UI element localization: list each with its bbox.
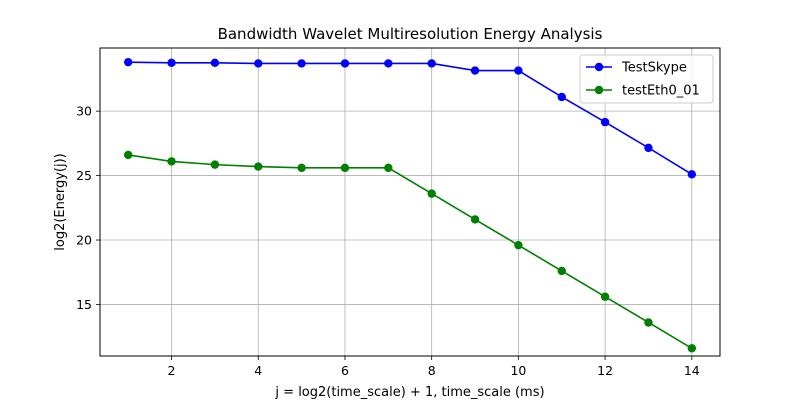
y-tick-label: 30: [76, 104, 92, 119]
data-point: [687, 344, 697, 353]
series-group: [123, 57, 697, 353]
data-point: [297, 59, 306, 68]
legend: TestSkype testEth0_01: [579, 54, 714, 104]
data-point: [384, 59, 393, 68]
data-point: [514, 66, 523, 75]
data-point: [644, 143, 653, 153]
legend-label: TestSkype: [621, 61, 687, 76]
y-axis-label: log2(Energy(j)): [53, 153, 68, 251]
x-tick-label: 8: [428, 363, 436, 378]
data-point: [427, 189, 436, 198]
series-line: [128, 61, 693, 175]
data-point: [384, 163, 393, 173]
data-point: [470, 66, 480, 75]
data-point: [123, 57, 133, 67]
y-tick-label: 25: [76, 168, 92, 183]
data-point: [254, 59, 263, 68]
x-tick-label: 12: [597, 363, 613, 378]
data-point: [167, 58, 176, 68]
legend-item: TestSkype: [586, 61, 687, 76]
data-point: [557, 92, 566, 102]
data-point: [427, 59, 436, 68]
data-point: [687, 170, 697, 179]
y-tick-label: 15: [76, 297, 92, 312]
data-point: [600, 117, 610, 127]
legend-marker: [594, 85, 604, 95]
x-tick-label: 10: [510, 363, 526, 378]
series-line: [128, 154, 693, 349]
x-tick-label: 2: [168, 363, 176, 378]
plot-area-frame: [99, 47, 721, 357]
x-tick-label: 4: [254, 363, 262, 378]
series-1: [123, 57, 697, 179]
x-tick-label: 14: [684, 363, 700, 378]
data-point: [600, 292, 610, 301]
y-tick-label: 20: [76, 233, 92, 248]
data-point: [123, 150, 133, 160]
series-2: [123, 150, 697, 353]
data-point: [644, 318, 653, 327]
x-tick-label: 6: [341, 363, 349, 378]
data-point: [340, 163, 350, 173]
data-point: [557, 266, 566, 276]
data-point: [514, 240, 523, 250]
x-axis-label: j = log2(time_scale) + 1, time_scale (ms…: [274, 385, 544, 400]
chart-title: Bandwidth Wavelet Multiresolution Energy…: [218, 25, 603, 43]
legend-item: testEth0_01: [586, 84, 700, 99]
data-point: [340, 59, 350, 68]
data-point: [210, 160, 220, 169]
legend-marker: [594, 62, 604, 72]
data-point: [254, 162, 263, 171]
legend-label: testEth0_01: [622, 84, 700, 99]
data-point: [210, 58, 220, 68]
data-point: [167, 157, 176, 166]
legend-box: [579, 54, 714, 104]
data-point: [297, 163, 306, 173]
data-point: [470, 215, 480, 224]
axis-ticks: 2 4 6 8 10 12 14 15 20 25 30: [76, 104, 700, 378]
